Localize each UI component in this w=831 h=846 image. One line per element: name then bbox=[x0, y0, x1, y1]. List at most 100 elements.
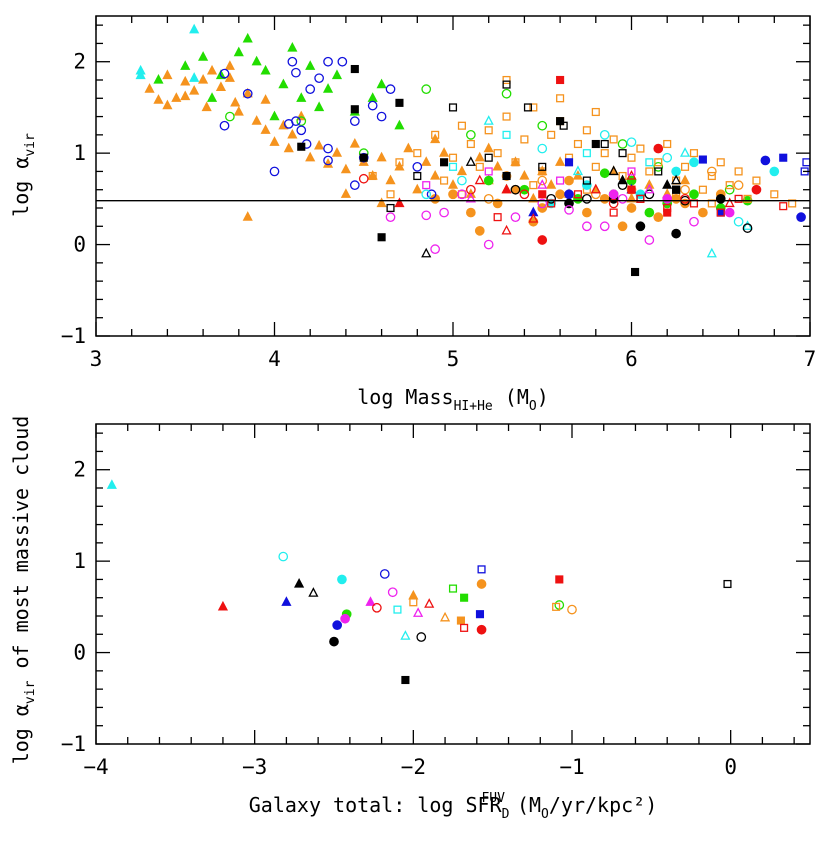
y-tick-label: 2 bbox=[73, 458, 86, 482]
data-point-blue-circle-open bbox=[305, 84, 316, 94]
data-point-orange-square-open bbox=[770, 190, 779, 199]
data-point-black-circle-filled bbox=[715, 194, 726, 204]
data-point-orange-circle-open bbox=[483, 194, 494, 204]
data-point-green-triangle-filled bbox=[269, 110, 280, 121]
data-point-orange-square-open bbox=[547, 130, 556, 139]
data-point-magenta-circle-filled bbox=[608, 189, 619, 200]
data-point-red-square-filled bbox=[556, 75, 565, 85]
data-point-magenta-circle-open bbox=[689, 216, 699, 227]
data-point-orange-circle-filled bbox=[653, 212, 664, 222]
data-point-orange-triangle-filled bbox=[492, 160, 503, 171]
data-point-red-circle-filled bbox=[751, 184, 762, 195]
data-point-black-square-open bbox=[523, 103, 533, 112]
x-tick-label: 7 bbox=[804, 347, 817, 371]
top-panel-frame bbox=[95, 15, 811, 337]
data-point-orange-circle-filled bbox=[599, 194, 610, 204]
data-point-blue-square-open bbox=[477, 565, 486, 574]
data-point-blue-circle-open bbox=[376, 111, 387, 122]
data-point-black-square-filled bbox=[395, 98, 404, 107]
data-point-orange-triangle-filled bbox=[215, 81, 227, 91]
data-point-cyan-square-open bbox=[448, 162, 458, 171]
data-point-blue-circle-open bbox=[358, 152, 369, 163]
x-tick-label: 5 bbox=[447, 347, 460, 371]
data-point-orange-triangle-filled bbox=[224, 60, 235, 70]
data-point-orange-triangle-filled bbox=[546, 179, 557, 189]
data-point-orange-triangle-filled bbox=[287, 128, 298, 139]
x-tick-label: 6 bbox=[625, 347, 638, 371]
data-point-orange-triangle-filled bbox=[403, 142, 414, 153]
bottom-panel-frame bbox=[95, 423, 811, 745]
data-point-red-triangle-filled bbox=[501, 183, 512, 194]
x-tick-label: −4 bbox=[83, 755, 108, 779]
data-point-black-circle-open bbox=[416, 632, 427, 642]
data-point-blue-circle-filled bbox=[796, 212, 806, 222]
data-point-cyan-circle-filled bbox=[671, 166, 681, 177]
data-point-orange-triangle-filled bbox=[153, 94, 164, 104]
data-point-orange-square-open bbox=[752, 176, 761, 185]
data-point-blue-circle-open bbox=[349, 116, 360, 126]
data-point-orange-square-open bbox=[440, 176, 449, 185]
data-point-orange-circle-open bbox=[706, 166, 717, 177]
data-point-orange-triangle-filled bbox=[180, 75, 191, 86]
data-point-red-circle-open bbox=[519, 189, 530, 200]
data-point-magenta-circle-open bbox=[430, 244, 440, 254]
data-point-green-triangle-filled bbox=[296, 92, 307, 102]
data-point-cyan-circle-filled bbox=[769, 166, 780, 177]
data-point-magenta-square-open bbox=[556, 176, 565, 185]
data-point-cyan-triangle-open bbox=[742, 220, 753, 230]
data-point-red-square-open bbox=[609, 208, 618, 217]
data-point-red-triangle-open bbox=[474, 174, 485, 185]
data-point-orange-square-open bbox=[600, 149, 609, 158]
data-point-cyan-circle-open bbox=[537, 143, 548, 154]
y-tick-label: 0 bbox=[73, 641, 86, 665]
data-point-black-square-filled bbox=[401, 675, 410, 685]
data-point-magenta-square-open bbox=[484, 167, 493, 176]
data-point-black-square-open bbox=[448, 103, 458, 112]
data-point-green-circle-filled bbox=[689, 189, 699, 200]
data-point-orange-triangle-filled bbox=[555, 156, 566, 166]
data-point-green-square-filled bbox=[460, 593, 469, 602]
data-point-black-circle-open bbox=[582, 194, 592, 204]
data-point-magenta-circle-open bbox=[510, 212, 521, 222]
data-point-green-circle-filled bbox=[599, 168, 610, 179]
data-point-orange-square-open-2 bbox=[552, 602, 561, 611]
data-point-red-square-open bbox=[460, 623, 469, 632]
data-point-orange-triangle-filled bbox=[438, 147, 450, 157]
data-point-orange-square-open bbox=[493, 149, 502, 158]
data-point-black-circle-open bbox=[510, 184, 521, 195]
data-point-cyan-circle-open bbox=[457, 175, 467, 186]
data-point-blue-circle-open bbox=[349, 180, 360, 190]
data-point-black-square-filled bbox=[591, 139, 600, 149]
data-point-magenta-circle-open bbox=[564, 204, 574, 215]
data-point-orange-triangle-filled bbox=[528, 192, 539, 203]
data-point-cyan-triangle-filled bbox=[189, 72, 200, 82]
data-point-orange-square-open bbox=[431, 130, 440, 139]
data-point-red-triangle-open bbox=[424, 598, 435, 608]
data-point-magenta-triangle-open bbox=[644, 183, 655, 194]
data-point-orange-triangle-filled bbox=[230, 96, 241, 107]
data-point-green-triangle-filled bbox=[322, 83, 334, 93]
data-point-cyan-square-open bbox=[502, 130, 511, 139]
data-point-black-circle-open bbox=[546, 194, 557, 204]
data-point-orange-triangle-filled bbox=[224, 72, 235, 82]
data-point-cyan-circle-filled bbox=[337, 574, 347, 585]
data-point-cyan-circle-open bbox=[733, 216, 744, 227]
data-point-red-circle-filled bbox=[537, 235, 548, 245]
data-point-blue-circle-open bbox=[367, 100, 378, 111]
data-point-red-square-filled bbox=[627, 185, 636, 194]
data-point-orange-square-filled bbox=[456, 616, 465, 625]
data-point-orange-circle-filled bbox=[465, 207, 476, 218]
data-point-red-square-open bbox=[663, 203, 672, 213]
data-point-green-circle-open bbox=[421, 84, 432, 94]
data-point-magenta-circle-filled bbox=[340, 613, 350, 624]
y-tick-label: 1 bbox=[73, 549, 86, 573]
data-point-red-triangle-open bbox=[528, 212, 539, 223]
data-point-cyan-circle-filled bbox=[689, 157, 699, 168]
data-point-red-triangle-open bbox=[501, 224, 512, 235]
data-point-black-square-filled bbox=[440, 158, 449, 167]
data-point-orange-circle-filled bbox=[698, 207, 708, 218]
data-point-orange-square-open bbox=[663, 139, 672, 149]
data-point-orange-square-open bbox=[788, 199, 797, 208]
data-point-orange-square-open bbox=[448, 153, 458, 162]
data-point-black-square-open bbox=[618, 149, 627, 158]
